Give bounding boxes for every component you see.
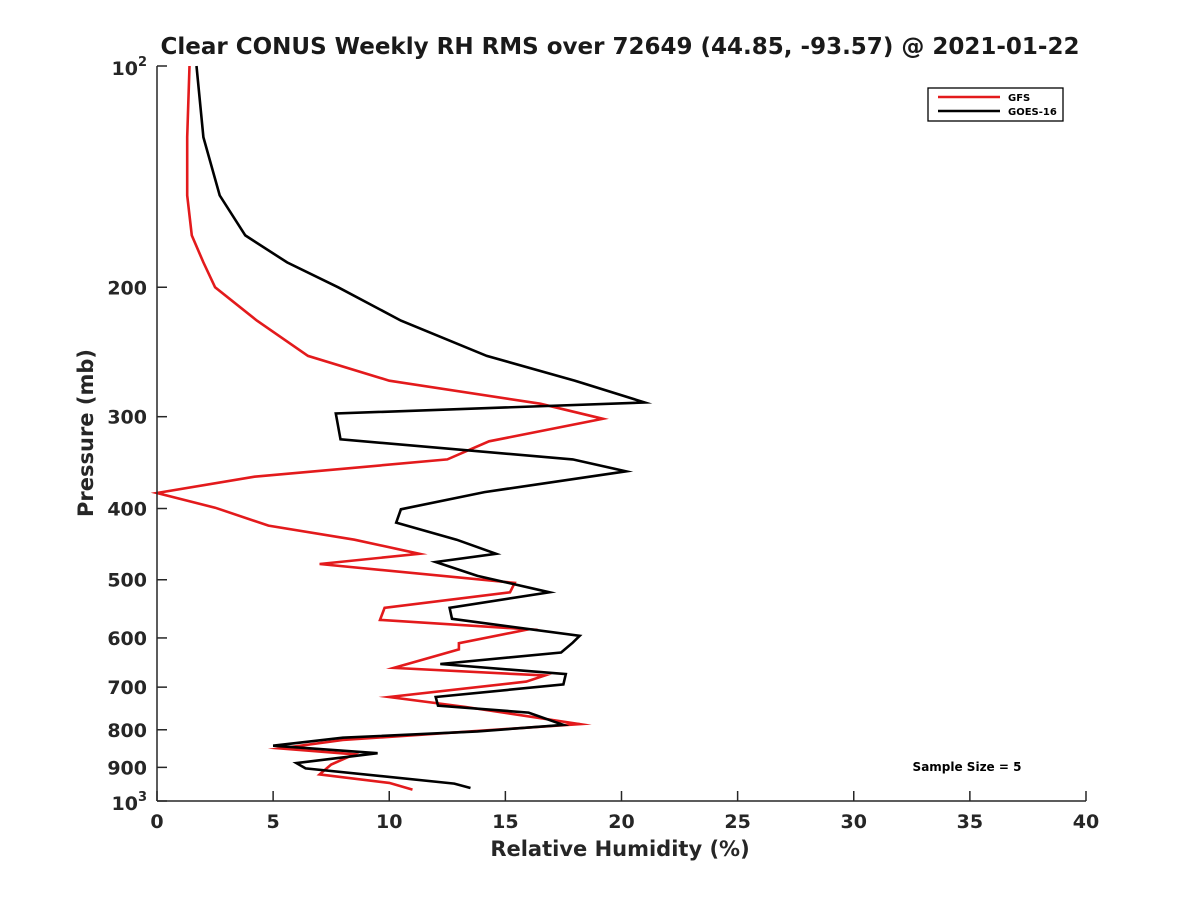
x-tick-label: 15 <box>492 811 518 833</box>
legend-label: GFS <box>1008 93 1030 104</box>
y-tick-label: 600 <box>107 628 147 650</box>
y-tick-label: 500 <box>107 570 147 592</box>
x-tick-label: 0 <box>150 811 163 833</box>
x-axis-label: Relative Humidity (%) <box>490 837 749 861</box>
x-tick-label: 20 <box>608 811 634 833</box>
x-tick-label: 30 <box>841 811 867 833</box>
y-tick-label: 103 <box>112 790 148 815</box>
chart-title: Clear CONUS Weekly RH RMS over 72649 (44… <box>161 34 1080 60</box>
axes-layer: 0 5 10 15 20 25 30 35 40 102 200 300 400 500 600 700 800… <box>107 55 1099 833</box>
y-tick-label: 900 <box>107 757 147 779</box>
x-tick-label: 5 <box>267 811 280 833</box>
y-axis-label: Pressure (mb) <box>74 349 98 517</box>
y-tick-label: 400 <box>107 499 147 521</box>
x-tick-label: 40 <box>1073 811 1099 833</box>
y-tick-label: 700 <box>107 677 147 699</box>
y-tick-label: 200 <box>107 277 147 299</box>
series-layer <box>150 65 653 791</box>
x-tick-label: 10 <box>376 811 402 833</box>
legend-box <box>927 87 1064 122</box>
x-tick-label: 35 <box>957 811 983 833</box>
sample-size-annotation: Sample Size = 5 <box>913 760 1022 774</box>
x-tick-label: 25 <box>724 811 750 833</box>
y-tick-label: 102 <box>112 55 148 80</box>
chart-legend: GFS GOES-16 <box>927 87 1064 122</box>
y-tick-label: 300 <box>107 407 147 429</box>
y-tick-label: 800 <box>107 720 147 742</box>
series-line-goes-16 <box>195 65 653 790</box>
legend-label: GOES-16 <box>1008 107 1057 118</box>
